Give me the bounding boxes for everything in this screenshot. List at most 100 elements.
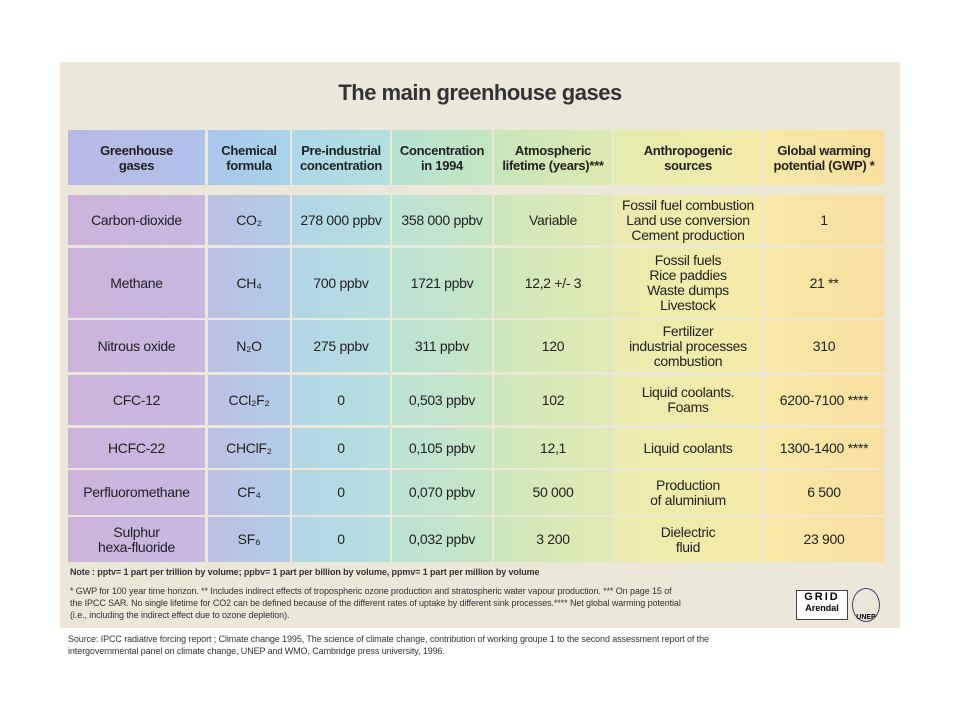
cell-line: Variable [529,211,577,228]
cell: 50 000 [494,470,612,515]
cell-line: industrial processes [629,337,747,354]
header-cell: Greenhouse gases [68,130,205,185]
cell: CHClF₂ [208,428,290,468]
header-cell: Pre-industrial concentration [292,130,390,185]
logo-text: Arendal [805,603,839,613]
header-cell: Chemical formula [208,130,290,185]
cell-line: Dielectric [660,523,716,540]
cell-line: 275 ppbv [313,337,369,354]
cell: CFC-12 [68,375,205,425]
cell-line: potential (GWP) * [773,157,875,173]
cell-line: Production [656,476,720,493]
cell: 0,070 ppbv [392,470,492,515]
cell-line: Fertilizer [662,322,714,339]
unep-logo: UNEP [852,588,880,622]
cell-line: concentration [299,157,383,173]
cell-line: 21 ** [809,274,839,291]
cell: N₂O [208,320,290,372]
cell: Carbon-dioxide [68,195,205,245]
cell-line: fluid [675,538,701,555]
cell-line: in 1994 [421,157,463,173]
cell-line: 1721 ppbv [410,274,474,291]
cell-line: gases [118,157,155,173]
cell-line: Greenhouse [100,142,173,158]
cell-line: 12,2 +/- 3 [524,274,582,291]
cell: Liquid coolants [614,428,762,468]
cell: 275 ppbv [292,320,390,372]
cell: 700 ppbv [292,248,390,318]
cell: 278 000 ppbv [292,195,390,245]
cell-line: 310 [812,337,836,354]
cell: Perfluoromethane [68,470,205,515]
cell: 310 [764,320,884,372]
cell-line: CFC-12 [112,391,161,408]
footnote: the IPCC SAR. No single lifetime for CO2… [70,598,681,608]
cell: 12,2 +/- 3 [494,248,612,318]
cell: 311 ppbv [392,320,492,372]
source: intergovernmental panel on climate chang… [68,646,445,656]
cell-line: Waste dumps [647,282,729,298]
cell: 23 900 [764,517,884,562]
cell: 6200-7100 **** [764,375,884,425]
cell-line: Chemical [221,142,277,158]
cell: Fossil fuel combustion Land use conversio… [614,195,762,245]
cell-line: Foams [667,399,709,415]
cell-line: Global warming [777,142,871,158]
cell-line: 0 [337,531,345,547]
cell: Nitrous oxide [68,320,205,372]
cell-line: 358 000 ppbv [401,211,483,228]
cell-line: Sulphur [113,523,160,540]
logo-text: UNEP [856,614,876,621]
cell-line: HCFC-22 [107,439,166,456]
cell: 358 000 ppbv [392,195,492,245]
cell: 0 [292,375,390,425]
cell: Variable [494,195,612,245]
cell: 21 ** [764,248,884,318]
cell: 1721 ppbv [392,248,492,318]
cell-line: 6200-7100 **** [779,391,869,408]
cell: CH₄ [208,248,290,318]
cell-line: Perfluoromethane [83,484,190,500]
cell-line: 3 200 [536,531,570,547]
cell: 1 [764,195,884,245]
cell-line: Pre-industrial [301,142,381,158]
cell-line: Fossil fuel combustion [622,196,754,213]
cell-line: CO₂ [236,211,262,228]
cell-line: 120 [541,337,565,354]
cell: Liquid coolants. Foams [614,375,762,425]
cell: 102 [494,375,612,425]
cell-line: 311 ppbv [414,337,470,354]
cell-line: lifetime (years)*** [502,157,604,173]
footnote: (i.e., including the indirect effect due… [70,610,290,620]
cell: CCl₂F₂ [208,375,290,425]
cell-line: Rice paddies [649,267,727,283]
header-cell: Atmospheric lifetime (years)*** [494,130,612,185]
cell-line: Liquid coolants [643,439,733,456]
cell-line: Concentration [399,142,485,158]
cell: 120 [494,320,612,372]
cell: 1300-1400 **** [764,428,884,468]
cell: 12,1 [494,428,612,468]
cell-line: 6 500 [807,484,841,500]
cell: Fossil fuels Rice paddies Waste dumps Lives… [614,248,762,318]
cell-line: 102 [541,391,565,408]
cell: 3 200 [494,517,612,562]
cell-line: Anthropogenic [643,142,733,158]
cell-line: Carbon-dioxide [91,211,182,228]
cell-line: 1 [820,211,828,228]
cell-line: of aluminium [650,491,726,508]
cell-line: SF₆ [237,531,261,547]
cell-line: 12,1 [539,439,567,456]
cell-line: CHClF₂ [226,439,272,456]
source: Source: IPCC radiative forcing report ; … [68,634,709,644]
cell-line: 0,032 ppbv [408,531,476,547]
cell-line: Livestock [660,297,716,313]
cell: 0 [292,428,390,468]
cell-line: 0,503 ppbv [408,391,476,408]
cell-line: Cement production [631,226,745,243]
cell: 6 500 [764,470,884,515]
cell-line: Methane [110,274,163,291]
cell: HCFC-22 [68,428,205,468]
cell-line: sources [664,157,712,173]
